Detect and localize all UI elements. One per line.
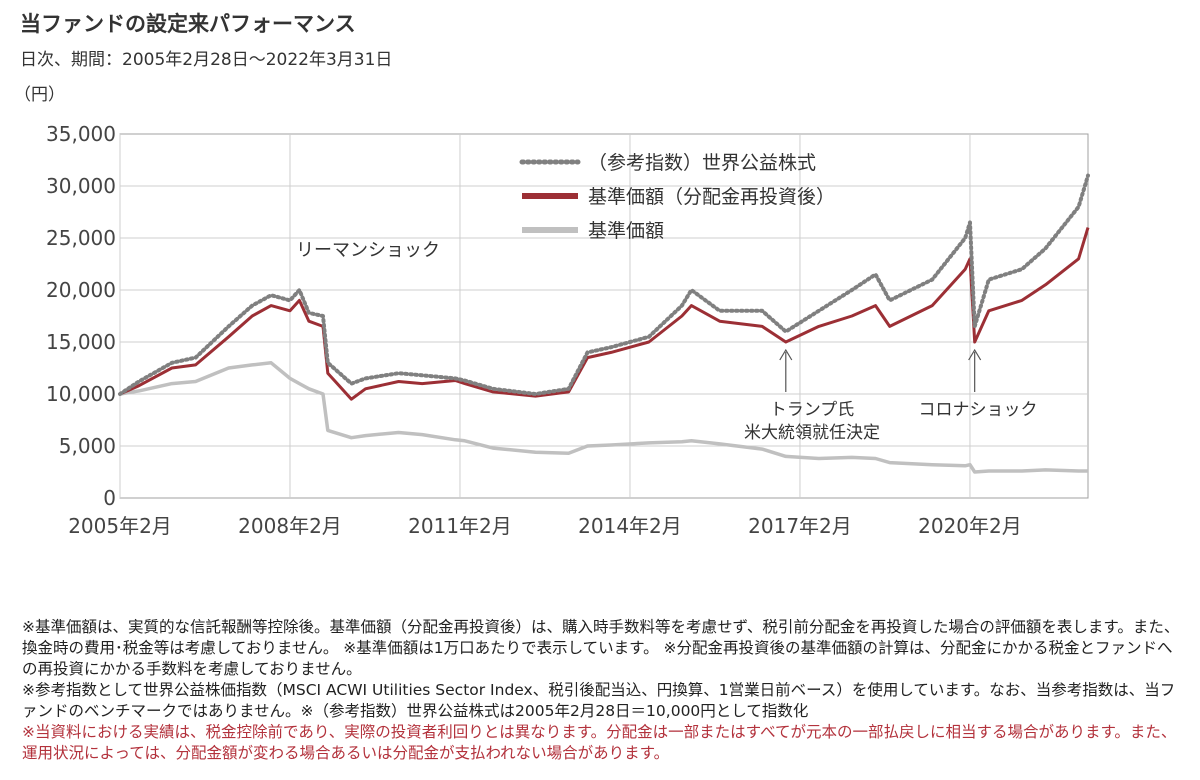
- y-tick-label: 10,000: [46, 382, 116, 406]
- performance-chart: （円） 0 5,000 10,000 15,000 20,000 25,000 30,000…: [14, 85, 1090, 538]
- annotation-arrowhead-trump: [779, 348, 793, 361]
- y-tick-labels: 0 5,000 10,000 15,000 20,000 25,000 30,000 35,0…: [46, 122, 116, 510]
- footnotes: ※基準価額は、実質的な信託報酬等控除後。基準価額（分配金再投資後）は、購入時手数…: [22, 617, 1187, 764]
- y-tick-label: 20,000: [46, 278, 116, 302]
- annotation-trump-line1: トランプ氏: [770, 400, 855, 420]
- annotation-arrowhead-corona: [968, 348, 982, 361]
- x-tick-label: 2005年2月: [68, 514, 172, 538]
- legend-label-1: 基準価額（分配金再投資後）: [588, 186, 835, 208]
- chart-title: 当ファンドの設定来パフォーマンス: [20, 12, 356, 36]
- chart-subtitle: 日次、期間：2005年2月28日～2022年3月31日: [20, 50, 393, 70]
- x-tick-label: 2008年2月: [238, 514, 342, 538]
- y-axis-unit-label: （円）: [14, 85, 65, 105]
- footnote-3: ※当資料における実績は、税金控除前であり、実際の投資者利回りとは異なります。分配…: [22, 723, 1177, 762]
- series-line-0: [118, 173, 1090, 396]
- footnote-1: ※基準価額は、実質的な信託報酬等控除後。基準価額（分配金再投資後）は、購入時手数…: [22, 618, 1180, 678]
- legend-label-2: 基準価額: [588, 220, 664, 242]
- gridlines: [119, 134, 1088, 498]
- y-tick-label: 0: [103, 486, 116, 510]
- y-tick-label: 25,000: [46, 226, 116, 250]
- series-lines: [118, 173, 1090, 474]
- y-tick-label: 35,000: [46, 122, 116, 146]
- x-tick-label: 2014年2月: [578, 514, 682, 538]
- plot-area: [119, 133, 1089, 499]
- annotation-corona: コロナショック: [919, 400, 1038, 420]
- x-tick-label: 2017年2月: [748, 514, 852, 538]
- annotation-lehman: リーマンショック: [296, 240, 440, 261]
- y-tick-label: 5,000: [59, 434, 116, 458]
- x-tick-labels: 2005年2月 2008年2月 2011年2月 2014年2月 2017年2月 2020年…: [68, 514, 1022, 538]
- x-tick-label: 2011年2月: [408, 514, 512, 538]
- legend-label-0: （参考指数）世界公益株式: [588, 152, 816, 174]
- y-tick-label: 15,000: [46, 330, 116, 354]
- annotation-trump-line2: 米大統領就任決定: [744, 423, 880, 443]
- y-tick-label: 30,000: [46, 174, 116, 198]
- x-tick-label: 2020年2月: [918, 514, 1022, 538]
- series-line-2: [119, 361, 1088, 474]
- footnote-2: ※参考指数として世界公益株価指数（MSCI ACWI Utilities Sec…: [22, 681, 1176, 720]
- series-line-1: [119, 227, 1090, 401]
